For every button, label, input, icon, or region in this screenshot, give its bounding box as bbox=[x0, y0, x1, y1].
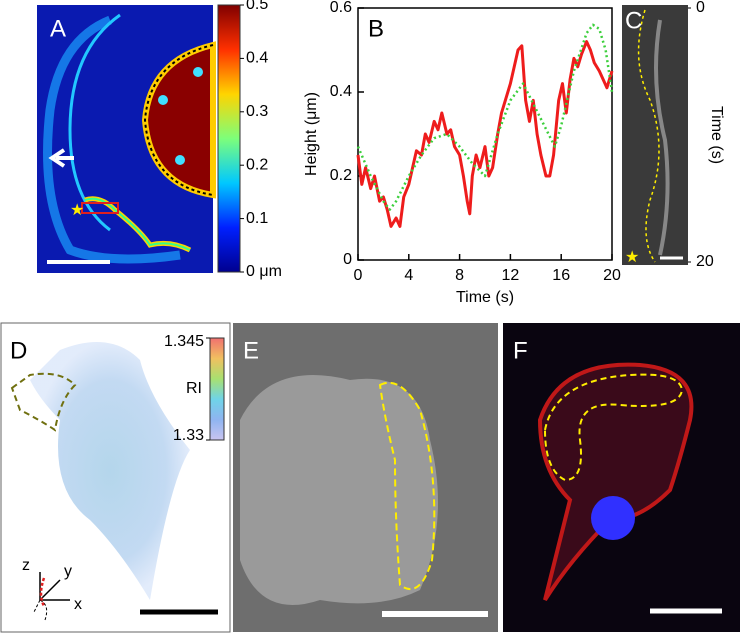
panel-label: E bbox=[243, 337, 259, 364]
y-tick-label: 0.4 bbox=[330, 83, 352, 100]
colorbar bbox=[217, 4, 241, 273]
colorbar-tick-label: 1.345 bbox=[164, 333, 204, 350]
panel-c-image: ★ bbox=[622, 5, 688, 266]
colorbar-tick-label: 1.33 bbox=[173, 427, 204, 444]
colorbar-tick-label: 0.5 bbox=[246, 0, 268, 13]
colorbar-tick-label: 0.1 bbox=[246, 210, 268, 227]
axis-3d-label: z bbox=[22, 557, 30, 574]
colorbar-tick-label: 0.3 bbox=[246, 103, 268, 120]
panel-label: C bbox=[625, 7, 642, 34]
x-tick-label: 4 bbox=[404, 267, 413, 284]
y-axis-label: Time (s) bbox=[708, 106, 725, 164]
y-axis-label: Height (μm) bbox=[303, 92, 320, 176]
axis-3d-label: x bbox=[74, 596, 82, 613]
y-tick-label: 0.6 bbox=[330, 0, 352, 16]
plot-frame bbox=[357, 7, 613, 261]
panel-a-image: ★ bbox=[37, 5, 216, 273]
svg-text:★: ★ bbox=[625, 249, 639, 266]
panel-label: B bbox=[368, 15, 384, 42]
x-tick-label: 16 bbox=[552, 267, 570, 284]
y-tick-label: 0 bbox=[343, 251, 352, 268]
panel-label: D bbox=[10, 337, 27, 364]
panel-d-image bbox=[0, 322, 231, 633]
colorbar-tick-label: 0.4 bbox=[246, 50, 268, 67]
x-tick-label: 20 bbox=[603, 267, 621, 284]
panel-label: F bbox=[513, 337, 528, 364]
colorbar-label: RI bbox=[186, 380, 202, 397]
axis-3d-label: y bbox=[64, 563, 72, 580]
x-axis-label: Time (s) bbox=[456, 289, 514, 306]
x-tick-label: 0 bbox=[354, 267, 363, 284]
y-tick-label: 0 bbox=[696, 0, 705, 16]
colorbar bbox=[209, 337, 225, 441]
x-tick-label: 8 bbox=[455, 267, 464, 284]
colorbar-tick-label: 0.2 bbox=[246, 156, 268, 173]
y-tick-label: 20 bbox=[696, 253, 714, 270]
data-line bbox=[356, 40, 614, 228]
panel-label: A bbox=[50, 15, 66, 42]
panel-f-image bbox=[503, 323, 740, 632]
data-line bbox=[356, 23, 614, 211]
y-tick-label: 0.2 bbox=[330, 167, 352, 184]
panel-e-image bbox=[233, 323, 498, 632]
colorbar-tick-label: 0 μm bbox=[246, 263, 282, 280]
star-icon: ★ bbox=[70, 202, 84, 219]
x-tick-label: 12 bbox=[502, 267, 520, 284]
